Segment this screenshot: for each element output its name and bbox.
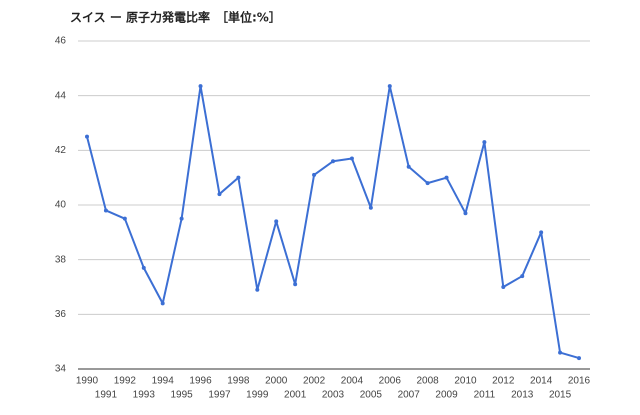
- x-tick-label: 2013: [511, 390, 534, 401]
- point: [85, 134, 89, 139]
- x-tick-label: 1997: [208, 390, 231, 401]
- x-tick-label: 2000: [265, 376, 288, 387]
- x-tick-label: 2002: [303, 376, 326, 387]
- point: [387, 84, 392, 89]
- x-tick-label: 1998: [227, 376, 250, 387]
- y-tick-label: 46: [55, 36, 67, 47]
- x-tick-label: 2014: [530, 376, 553, 387]
- x-tick-label: 1993: [133, 390, 156, 401]
- y-tick-label: 38: [55, 254, 67, 265]
- x-tick-label: 2012: [492, 376, 515, 387]
- x-tick-label: 2003: [322, 390, 345, 401]
- x-tick-label: 1990: [76, 376, 99, 387]
- point: [520, 274, 525, 279]
- point: [179, 216, 184, 221]
- x-tick-label: 2015: [549, 390, 572, 401]
- point: [236, 175, 241, 180]
- point: [217, 192, 222, 197]
- point: [198, 84, 203, 89]
- x-tick-label: 1992: [114, 376, 137, 387]
- x-tick-label: 2010: [454, 376, 477, 387]
- x-tick-label: 2005: [360, 390, 383, 401]
- point: [463, 211, 468, 216]
- point: [501, 285, 506, 289]
- x-tick-label: 2001: [284, 390, 307, 401]
- point: [160, 301, 165, 306]
- x-tick-label: 2008: [416, 376, 439, 387]
- x-tick-label: 2009: [435, 390, 458, 401]
- point: [349, 156, 354, 161]
- x-tick-label: 1995: [170, 390, 193, 401]
- point: [255, 287, 260, 292]
- x-tick-label: 1999: [246, 390, 269, 401]
- point: [312, 172, 317, 177]
- point: [331, 159, 335, 164]
- x-tick-label: 2006: [379, 376, 402, 387]
- point: [577, 356, 581, 361]
- x-tick-label: 1991: [95, 390, 118, 401]
- point: [141, 265, 146, 270]
- y-tick-label: 42: [55, 145, 67, 156]
- y-tick-label: 34: [55, 364, 67, 375]
- y-tick-label: 40: [55, 200, 67, 211]
- point: [406, 164, 411, 169]
- point: [558, 350, 563, 355]
- point: [274, 219, 279, 224]
- point: [482, 140, 487, 145]
- x-tick-label: 1996: [189, 376, 212, 387]
- point: [122, 216, 127, 221]
- point: [425, 181, 430, 186]
- chart-title: スイス ー 原子力発電比率 ［単位:%］: [70, 10, 281, 25]
- y-tick-label: 44: [55, 90, 67, 101]
- point: [103, 208, 108, 213]
- x-tick-label: 2004: [341, 376, 364, 387]
- point: [444, 175, 449, 180]
- x-tick-label: 2016: [568, 376, 591, 387]
- point: [293, 282, 298, 287]
- x-tick-label: 2011: [474, 390, 496, 401]
- point: [539, 230, 544, 235]
- y-tick-label: 36: [55, 309, 67, 320]
- x-tick-label: 2007: [398, 390, 421, 401]
- x-tick-label: 1994: [152, 376, 175, 387]
- point: [368, 205, 373, 210]
